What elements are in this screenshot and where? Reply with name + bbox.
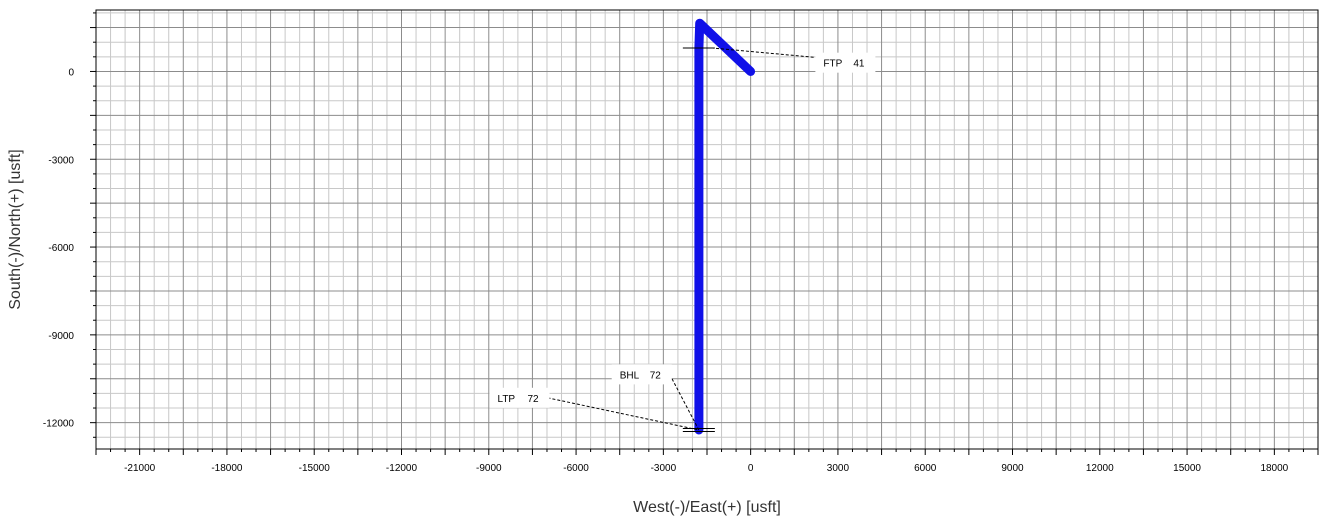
annotation-label: FTP: [823, 59, 842, 70]
y-tick-label: -9000: [48, 331, 74, 342]
x-axis-title: West(-)/East(+) [usft]: [633, 499, 781, 516]
x-tick-label: 6000: [914, 463, 937, 474]
x-tick-label: -21000: [124, 463, 156, 474]
annotation-box: [489, 387, 550, 408]
annotation-value: 41: [853, 59, 865, 70]
annotation-leader-line: [547, 397, 699, 431]
x-tick-label: -15000: [299, 463, 331, 474]
x-tick-label: 3000: [827, 463, 850, 474]
y-axis-title: South(-)/North(+) [usft]: [7, 149, 24, 310]
axis-ticks: [90, 12, 1319, 455]
major-grid: [95, 10, 1319, 449]
y-tick-labels: 0 -3000 -6000 -9000 -12000: [43, 67, 75, 429]
x-tick-label: 15000: [1173, 463, 1201, 474]
x-tick-label: 18000: [1260, 463, 1288, 474]
annotation-box: [611, 364, 672, 385]
x-tick-label: -18000: [211, 463, 243, 474]
annotation-value: 72: [650, 370, 662, 381]
y-tick-label: -6000: [48, 243, 74, 254]
x-tick-label: 0: [748, 463, 754, 474]
x-tick-label: 12000: [1086, 463, 1114, 474]
x-tick-label: -6000: [563, 463, 589, 474]
annotation-leader-line: [669, 374, 700, 431]
marker-layer: [682, 47, 715, 432]
x-tick-label: 9000: [1001, 463, 1024, 474]
x-tick-labels: -21000 -18000 -15000 -12000 -9000 -6000 -3000 0…: [124, 463, 1289, 474]
annotation-label: LTP: [498, 394, 516, 405]
well-path-line: [694, 18, 756, 435]
y-tick-label: -12000: [43, 419, 75, 430]
annotation-label: BHL: [620, 370, 640, 381]
y-tick-label: 0: [68, 67, 74, 78]
x-tick-label: -12000: [386, 463, 418, 474]
x-tick-label: -3000: [651, 463, 677, 474]
series-layer: [694, 18, 756, 435]
annotation-box: [815, 52, 876, 73]
annotation-value: 72: [528, 394, 540, 405]
annotation-layer: FTP 41 BHL 72 LTP 72: [489, 47, 876, 431]
y-tick-label: -3000: [48, 155, 74, 166]
x-tick-label: -9000: [476, 463, 502, 474]
